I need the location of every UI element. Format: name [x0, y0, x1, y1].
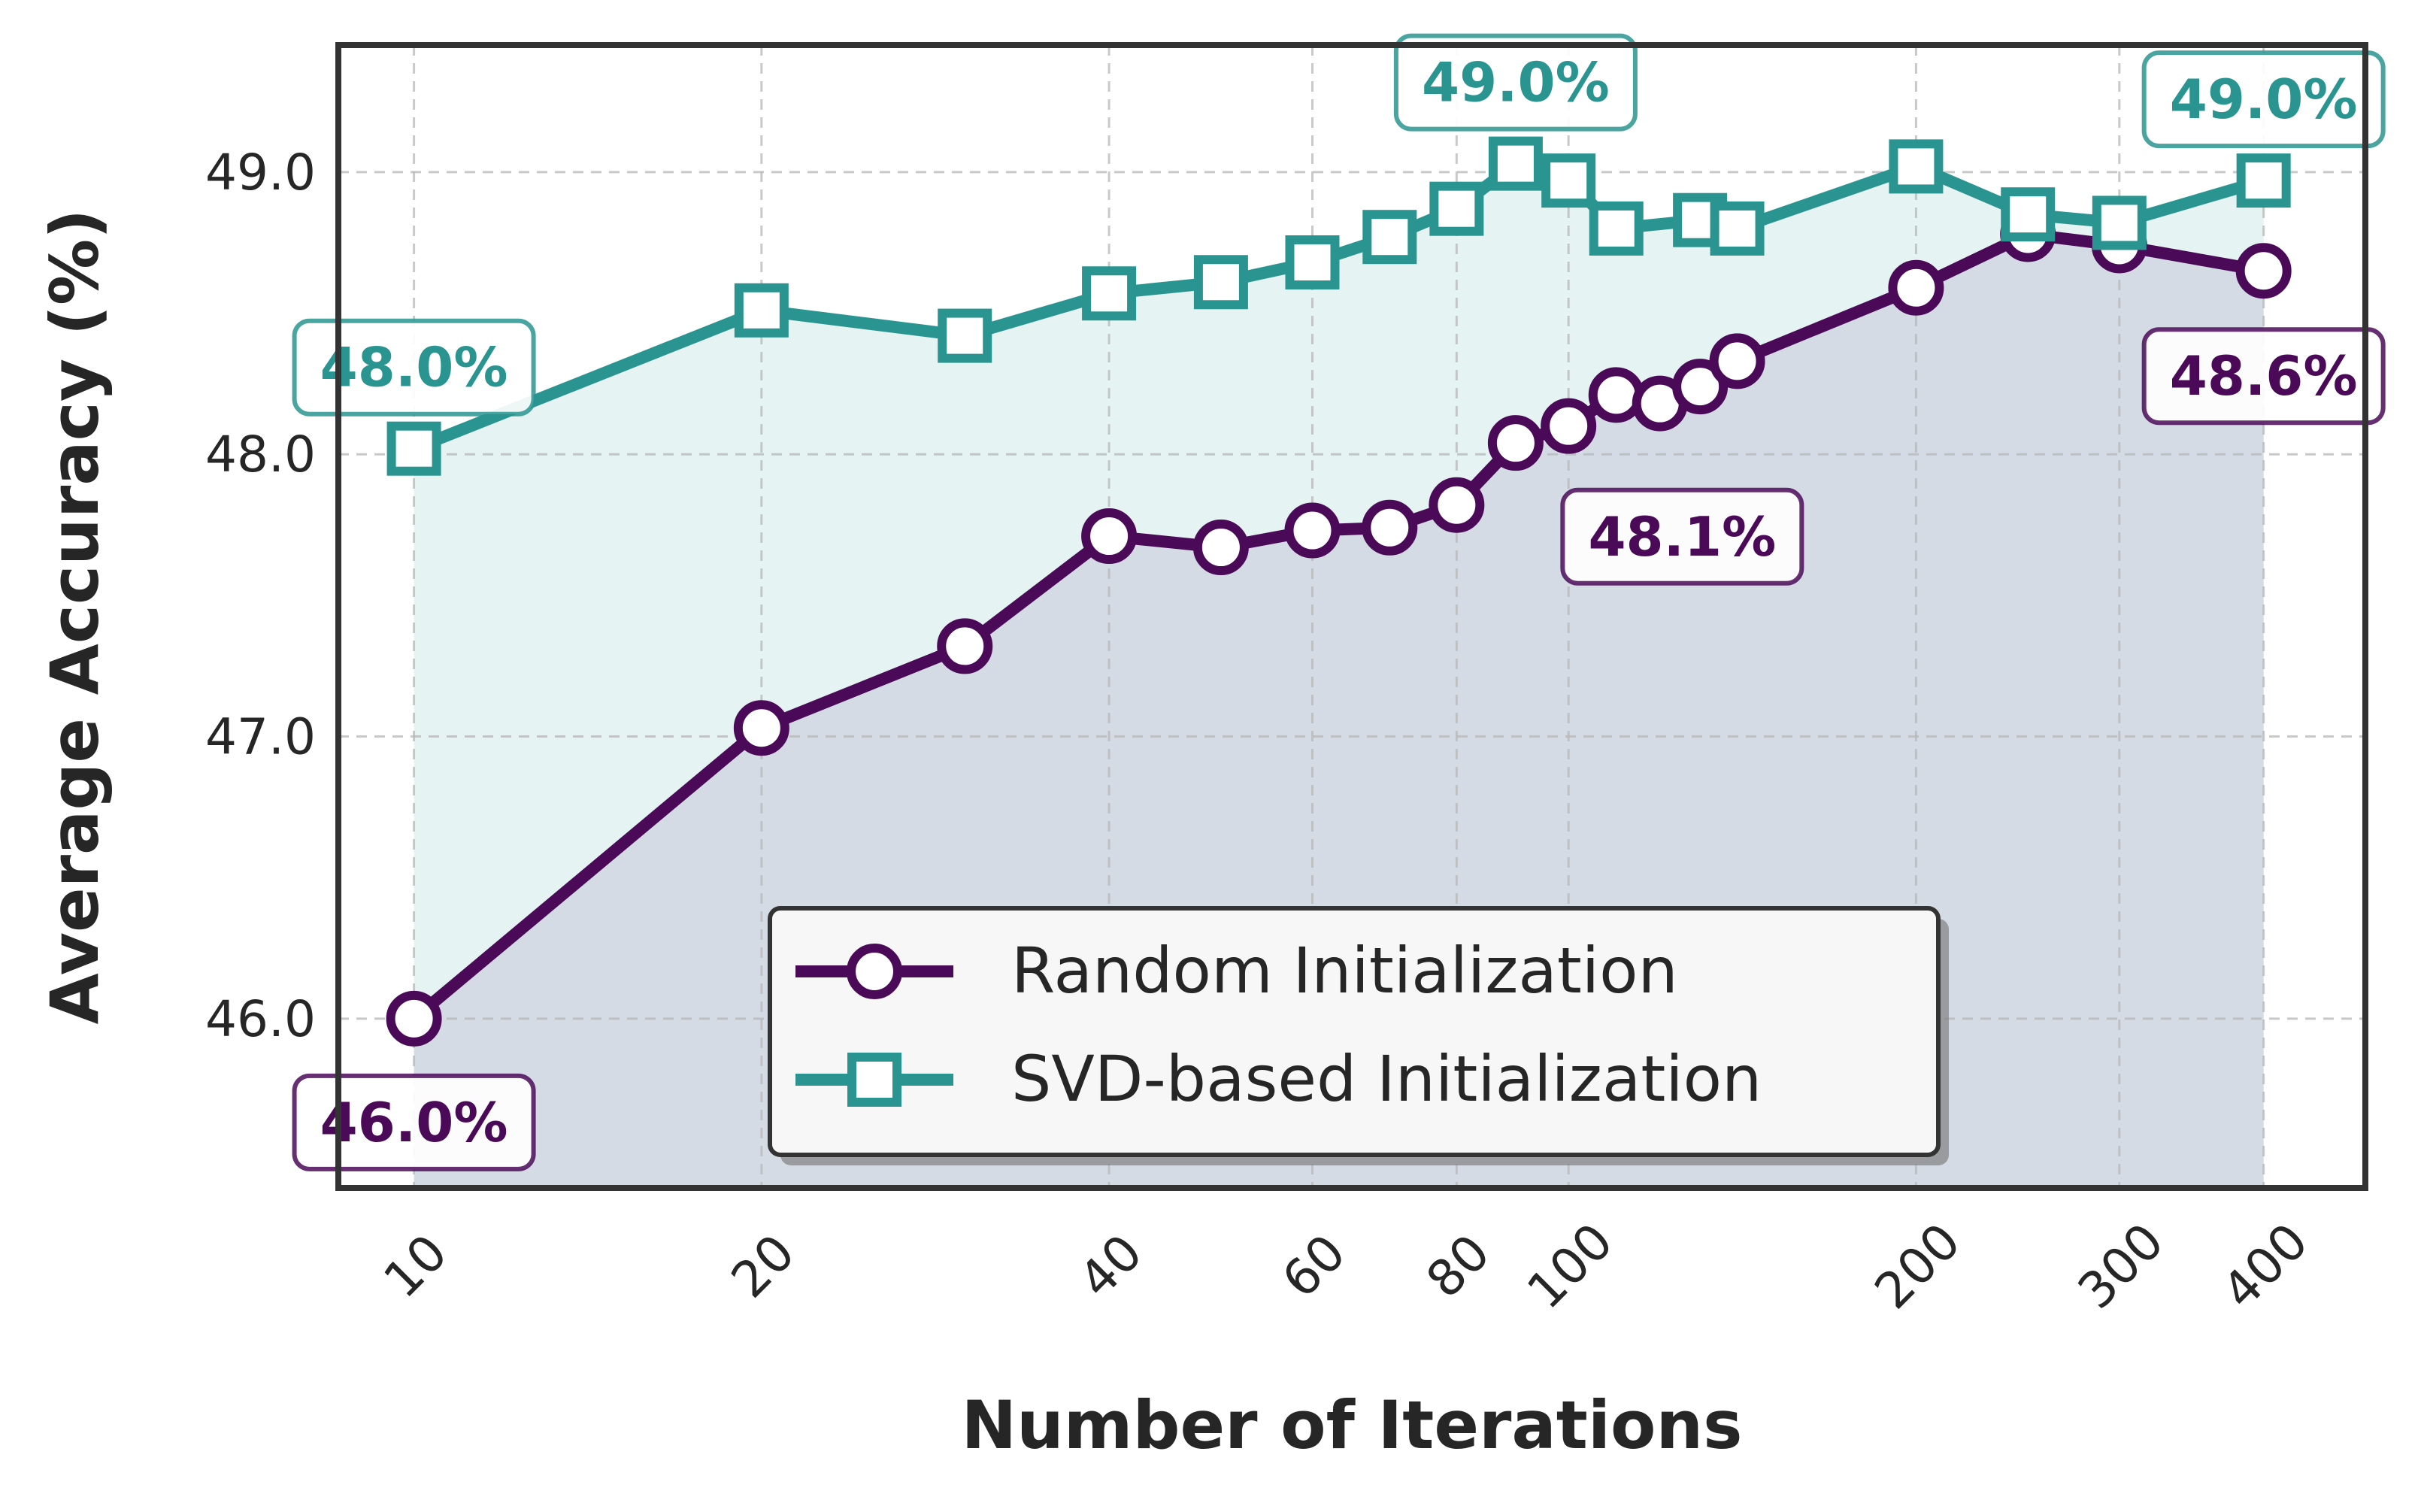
value-annotation-label: 48.6% — [2170, 344, 2358, 408]
data-point-svd — [1193, 255, 1248, 310]
data-point-svd — [2001, 187, 2056, 242]
data-point-random — [1081, 508, 1138, 565]
data-point-svd — [1362, 210, 1417, 265]
legend: Random Initialization SVD-based Initiali… — [768, 906, 1949, 1165]
x-tick-label: 20 — [720, 1223, 806, 1309]
value-annotation-box — [1560, 487, 1804, 586]
data-point-random — [937, 618, 993, 674]
data-point-svd — [938, 308, 992, 363]
data-point-random — [1541, 398, 1597, 454]
y-axis-title: Average Accuracy (%) — [36, 209, 114, 1025]
legend-box — [768, 906, 1941, 1157]
data-point-random — [1888, 259, 1944, 316]
value-annotation-box — [292, 1073, 536, 1171]
value-annotation-label: 48.0% — [320, 336, 508, 399]
x-tick-label: 300 — [2067, 1212, 2175, 1320]
data-point-random — [1429, 477, 1485, 533]
data-point-svd — [386, 421, 441, 476]
legend-label-random: Random Initialization — [1011, 934, 1678, 1007]
value-annotation-label: 49.0% — [2170, 68, 2358, 131]
data-point-svd — [1541, 153, 1596, 208]
data-point-svd — [2092, 195, 2147, 250]
legend-label-svd: SVD-based Initialization — [1011, 1042, 1762, 1116]
series-marker-layer — [386, 136, 2292, 1047]
data-point-random — [1487, 415, 1544, 471]
legend-marker-svd — [847, 1053, 901, 1107]
x-tick-label: 200 — [1864, 1212, 1972, 1320]
y-tick-label: 47.0 — [205, 708, 316, 766]
data-point-svd — [2236, 153, 2291, 208]
value-annotation-box — [2141, 50, 2386, 149]
data-point-random — [733, 700, 789, 756]
value-annotation-label: 49.0% — [1422, 51, 1610, 114]
value-annotation-label: 48.1% — [1588, 505, 1776, 568]
data-point-random — [1672, 359, 1729, 415]
value-annotation-box — [1393, 33, 1638, 132]
value-annotation-box — [292, 318, 536, 417]
x-tick-label: 40 — [1068, 1223, 1153, 1309]
y-tick-label: 46.0 — [205, 990, 316, 1048]
data-point-svd — [1710, 201, 1765, 256]
x-tick-label: 100 — [1516, 1212, 1624, 1320]
data-point-svd — [1488, 136, 1543, 191]
data-point-svd — [734, 283, 789, 338]
data-point-random — [1284, 502, 1341, 559]
x-tick-label: 10 — [373, 1223, 459, 1309]
data-point-svd — [1285, 235, 1340, 289]
data-point-svd — [1589, 201, 1644, 256]
data-point-random — [1588, 367, 1644, 423]
data-point-random — [1192, 520, 1249, 576]
x-axis-title: Number of Iterations — [961, 1386, 1742, 1464]
y-tick-label: 49.0 — [205, 144, 316, 201]
value-annotation-label: 46.0% — [320, 1091, 508, 1154]
annotation-layer: 48.0% 49.0% 49.0% 46.0% 48.1% 48.6% — [292, 33, 2386, 1171]
data-point-svd — [1889, 139, 1944, 194]
data-point-random — [1709, 333, 1765, 389]
x-tick-label: 80 — [1416, 1223, 1501, 1309]
data-point-random — [1362, 499, 1418, 556]
data-point-random — [386, 990, 442, 1047]
data-point-svd — [1429, 181, 1484, 236]
y-tick-label: 48.0 — [205, 426, 316, 483]
data-point-svd — [1082, 266, 1137, 321]
x-tick-label: 400 — [2211, 1212, 2319, 1320]
legend-marker-random — [847, 944, 902, 999]
plot-frame — [335, 42, 2368, 1191]
value-annotation-box — [2141, 327, 2386, 426]
data-point-random — [2235, 243, 2292, 299]
x-tick-label: 60 — [1271, 1223, 1357, 1309]
